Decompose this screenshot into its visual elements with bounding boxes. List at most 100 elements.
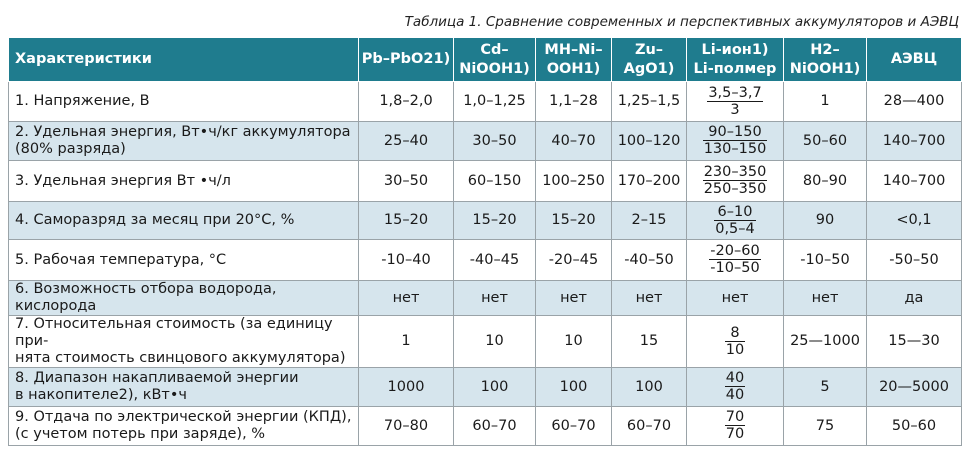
cell-value: 70–80	[358, 406, 454, 446]
cell-value: 1,25–1,5	[611, 81, 687, 122]
cell-li-ion: 8 10	[686, 315, 784, 368]
cell-value: -40–50	[611, 239, 687, 281]
row-label: 2. Удельная энергия, Вт•ч/кг аккумулятор…	[8, 121, 359, 161]
cell-value: -10–40	[358, 239, 454, 281]
fraction-value: 70 70	[724, 409, 746, 442]
table-row: 6. Возможность отбора водорода, кислород…	[8, 280, 962, 316]
cell-value: 100–120	[611, 121, 687, 161]
fraction-value: 6–10 0,5–4	[714, 204, 756, 237]
cell-li-ion: 90–150 130–150	[686, 121, 784, 161]
cell-value: нет	[453, 280, 536, 316]
row-label: 4. Саморазряд за месяц при 20°С, %	[8, 201, 359, 240]
fraction-denominator: 70	[725, 426, 745, 442]
fraction-numerator: 6–10	[714, 204, 756, 221]
cell-value: 20—5000	[866, 367, 962, 407]
cell-value: 1	[783, 81, 867, 122]
cell-value: 40–70	[535, 121, 612, 161]
cell-value: 60–70	[611, 406, 687, 446]
fraction-value: 230–350 250–350	[702, 164, 768, 197]
cell-value: 25–40	[358, 121, 454, 161]
cell-value: нет	[783, 280, 867, 316]
fraction-denominator: -10–50	[710, 260, 760, 276]
cell-value: нет	[611, 280, 687, 316]
fraction-value: 3,5–3,7 3	[707, 84, 763, 118]
cell-value: 100–250	[535, 160, 612, 202]
cell-value: 140–700	[866, 160, 962, 202]
table-row: 7. Относительная стоимость (за единицу п…	[8, 315, 962, 368]
cell-value: 170–200	[611, 160, 687, 202]
table-row: 3. Удельная энергия Вт •ч/л 30–50 60–150 10…	[8, 160, 962, 202]
cell-value: 30–50	[453, 121, 536, 161]
fraction-value: 90–150 130–150	[702, 124, 768, 157]
fraction-numerator: 40	[724, 370, 746, 387]
cell-value: 100	[535, 367, 612, 407]
cell-value: 60–70	[453, 406, 536, 446]
header-characteristics: Характеристики	[8, 37, 359, 82]
cell-value: 15—30	[866, 315, 962, 368]
cell-value: нет	[358, 280, 454, 316]
header-h2: H2– NiOOH1)	[783, 37, 867, 82]
cell-value: 1,1–28	[535, 81, 612, 122]
fraction-numerator: 230–350	[702, 164, 768, 181]
cell-value: 15	[611, 315, 687, 368]
cell-value: 28—400	[866, 81, 962, 122]
cell-value: -20–45	[535, 239, 612, 281]
row-label: 9. Отдача по электрической энергии (КПД)…	[8, 406, 359, 446]
cell-value: 15–20	[453, 201, 536, 240]
cell-value: <0,1	[866, 201, 962, 240]
cell-li-ion: 6–10 0,5–4	[686, 201, 784, 240]
fraction-numerator: 8	[724, 325, 746, 342]
cell-value: 80–90	[783, 160, 867, 202]
fraction-numerator: 70	[724, 409, 746, 426]
cell-value: 25—1000	[783, 315, 867, 368]
header-aevc: АЭВЦ	[866, 37, 962, 82]
cell-li-ion: 40 40	[686, 367, 784, 407]
header-row: Характеристики Pb–PbO21) Cd– NiOOH1) MH–…	[8, 37, 962, 82]
cell-li-ion: 3,5–3,7 3	[686, 81, 784, 122]
table-row: 4. Саморазряд за месяц при 20°С, % 15–20 1…	[8, 201, 962, 240]
cell-value: -50–50	[866, 239, 962, 281]
row-label: 3. Удельная энергия Вт •ч/л	[8, 160, 359, 202]
fraction-numerator: 3,5–3,7	[707, 84, 763, 102]
fraction-value: -20–60 -10–50	[709, 243, 761, 276]
cell-value: 30–50	[358, 160, 454, 202]
table-row: 9. Отдача по электрической энергии (КПД)…	[8, 406, 962, 446]
cell-value: 90	[783, 201, 867, 240]
fraction-denominator: 10	[725, 341, 745, 358]
fraction-denominator: 0,5–4	[715, 220, 755, 237]
cell-value: 1	[358, 315, 454, 368]
table-caption: Таблица 1. Сравнение современных и персп…	[404, 14, 959, 30]
fraction-denominator: 130–150	[703, 141, 767, 157]
fraction-numerator: -20–60	[709, 243, 761, 260]
cell-value: 15–20	[535, 201, 612, 240]
cell-value: 60–70	[535, 406, 612, 446]
row-label: 6. Возможность отбора водорода, кислород…	[8, 280, 359, 316]
cell-value: 100	[611, 367, 687, 407]
cell-value: 50–60	[783, 121, 867, 161]
cell-value: 140–700	[866, 121, 962, 161]
table-row: 5. Рабочая температура, °С -10–40 -40–45 -2…	[8, 239, 962, 281]
cell-value: 50–60	[866, 406, 962, 446]
header-cd: Cd– NiOOH1)	[453, 37, 536, 82]
cell-value: 1000	[358, 367, 454, 407]
cell-value: да	[866, 280, 962, 316]
header-pb: Pb–PbO21)	[358, 37, 454, 82]
header-mh: MH–Ni– OOH1)	[535, 37, 612, 82]
cell-li-ion: 230–350 250–350	[686, 160, 784, 202]
fraction-denominator: 250–350	[703, 181, 767, 197]
cell-li-ion: -20–60 -10–50	[686, 239, 784, 281]
cell-li-ion: 70 70	[686, 406, 784, 446]
fraction-value: 40 40	[724, 370, 746, 403]
cell-li-ion: нет	[686, 280, 784, 316]
cell-value: 1,0–1,25	[453, 81, 536, 122]
cell-value: 60–150	[453, 160, 536, 202]
cell-value: 2–15	[611, 201, 687, 240]
table-row: 8. Диапазон накапливаемой энергии в нако…	[8, 367, 962, 407]
row-label: 7. Относительная стоимость (за единицу п…	[8, 315, 359, 368]
cell-value: -40–45	[453, 239, 536, 281]
fraction-numerator: 90–150	[702, 124, 768, 141]
cell-value: 1,8–2,0	[358, 81, 454, 122]
comparison-table: Характеристики Pb–PbO21) Cd– NiOOH1) MH–…	[8, 37, 962, 446]
fraction-denominator: 40	[725, 387, 745, 403]
row-label: 5. Рабочая температура, °С	[8, 239, 359, 281]
